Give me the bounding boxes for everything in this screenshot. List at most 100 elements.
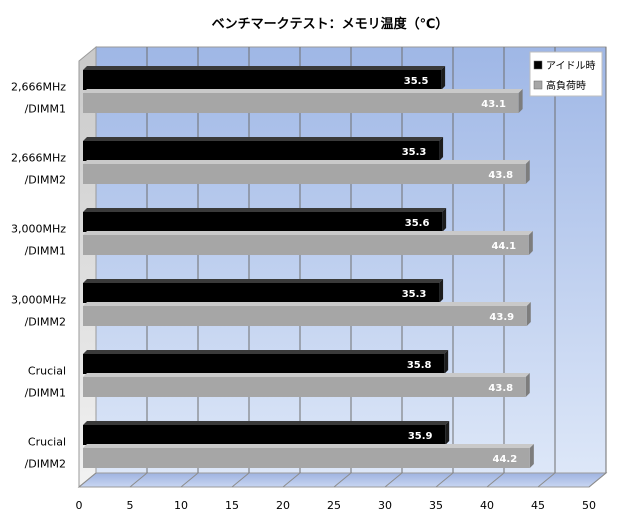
bar-top-face [83, 160, 530, 164]
bar-load-3: 43.9 [83, 302, 531, 326]
y-category-label: 3,000MHz [11, 294, 66, 307]
x-tick-label: 45 [531, 499, 545, 512]
bar-value-label: 35.3 [402, 147, 427, 158]
bar-value-label: 44.2 [492, 454, 517, 465]
bar-front-face [83, 70, 442, 90]
y-category-label: /DIMM1 [25, 103, 66, 116]
legend-label: アイドル時 [546, 60, 596, 72]
y-category-label: 2,666MHz [11, 152, 66, 165]
bar-side-face [525, 373, 530, 397]
bar-load-5: 44.2 [83, 444, 534, 468]
bar-load-0: 43.1 [83, 89, 523, 113]
y-category-label: /DIMM2 [25, 316, 66, 329]
bar-side-face [441, 66, 446, 90]
x-tick-label: 15 [225, 499, 239, 512]
bar-top-face [83, 350, 449, 354]
bar-front-face [83, 212, 443, 232]
bar-front-face [83, 93, 519, 113]
floor-gridline [282, 472, 301, 488]
floor-gridline [435, 472, 454, 488]
bar-side-face [442, 208, 447, 232]
floor-gridline [180, 472, 199, 488]
bar-idle-3: 35.3 [83, 279, 444, 303]
floor-gridline [486, 472, 505, 488]
bar-side-face [518, 89, 523, 113]
bar-idle-5: 35.9 [83, 421, 450, 445]
bar-side-face [525, 160, 530, 184]
bar-idle-2: 35.6 [83, 208, 447, 232]
bar-top-face [83, 373, 530, 377]
bar-idle-1: 35.3 [83, 137, 444, 161]
y-category-label: 3,000MHz [11, 223, 66, 236]
bar-top-face [83, 137, 444, 141]
bar-side-face [526, 302, 531, 326]
bar-front-face [83, 377, 526, 397]
bar-value-label: 44.1 [491, 241, 516, 252]
bar-value-label: 43.8 [488, 383, 513, 394]
bar-top-face [83, 89, 523, 93]
chart-title: ベンチマークテスト：メモリ温度（℃） [212, 16, 449, 32]
bar-top-face [83, 231, 533, 235]
floor-gridline [231, 472, 250, 488]
bar-top-face [83, 279, 444, 283]
x-tick-label: 20 [276, 499, 290, 512]
bar-load-2: 44.1 [83, 231, 533, 255]
bar-idle-0: 35.5 [83, 66, 446, 90]
legend-box [529, 51, 603, 97]
bar-front-face [83, 306, 527, 326]
bar-value-label: 43.1 [481, 99, 506, 110]
x-tick-label: 50 [582, 499, 596, 512]
x-tick-label: 10 [174, 499, 188, 512]
bar-front-face [83, 448, 530, 468]
bar-side-face [439, 279, 444, 303]
bar-load-4: 43.8 [83, 373, 530, 397]
y-category-label: Crucial [28, 365, 66, 378]
bar-side-face [529, 444, 534, 468]
legend-label: 高負荷時 [546, 79, 586, 92]
legend-swatch [533, 80, 543, 90]
bar-side-face [528, 231, 533, 255]
bar-value-label: 35.9 [408, 431, 433, 442]
bar-value-label: 35.3 [402, 289, 427, 300]
bar-front-face [83, 141, 440, 161]
bar-load-1: 43.8 [83, 160, 530, 184]
bar-side-face [444, 350, 449, 374]
bar-front-face [83, 283, 440, 303]
bar-value-label: 35.5 [404, 76, 429, 87]
bar-idle-4: 35.8 [83, 350, 449, 374]
bar-front-face [83, 425, 446, 445]
bar-top-face [83, 66, 446, 70]
bar-side-face [445, 421, 450, 445]
legend-swatch [533, 60, 543, 70]
x-tick-label: 25 [327, 499, 341, 512]
x-tick-label: 35 [429, 499, 443, 512]
bar-front-face [83, 235, 529, 255]
floor-gridline [78, 472, 97, 488]
bar-value-label: 35.6 [405, 218, 430, 229]
bar-side-face [439, 137, 444, 161]
y-category-label: /DIMM2 [25, 458, 66, 471]
y-category-label: 2,666MHz [11, 81, 66, 94]
floor-gridline [129, 472, 148, 488]
bar-top-face [83, 302, 531, 306]
bar-value-label: 43.9 [489, 312, 514, 323]
floor-gridline [588, 472, 607, 488]
bar-value-label: 43.8 [488, 170, 513, 181]
x-tick-label: 30 [378, 499, 392, 512]
bar-top-face [83, 421, 450, 425]
y-category-label: Crucial [28, 436, 66, 449]
chart-marks: 35.5 43.1 35.3 43.8 35.6 44.1 35.3 43.9 35.8 43.8… [83, 66, 534, 468]
floor-gridline [537, 472, 556, 488]
bar-front-face [83, 354, 445, 374]
x-tick-label: 0 [76, 499, 83, 512]
x-tick-label: 5 [127, 499, 134, 512]
bar-top-face [83, 444, 534, 448]
floor-gridline [333, 472, 352, 488]
bar-value-label: 35.8 [407, 360, 432, 371]
bar-front-face [83, 164, 526, 184]
x-tick-label: 40 [480, 499, 494, 512]
y-category-label: /DIMM1 [25, 387, 66, 400]
floor-gridline [384, 472, 403, 488]
